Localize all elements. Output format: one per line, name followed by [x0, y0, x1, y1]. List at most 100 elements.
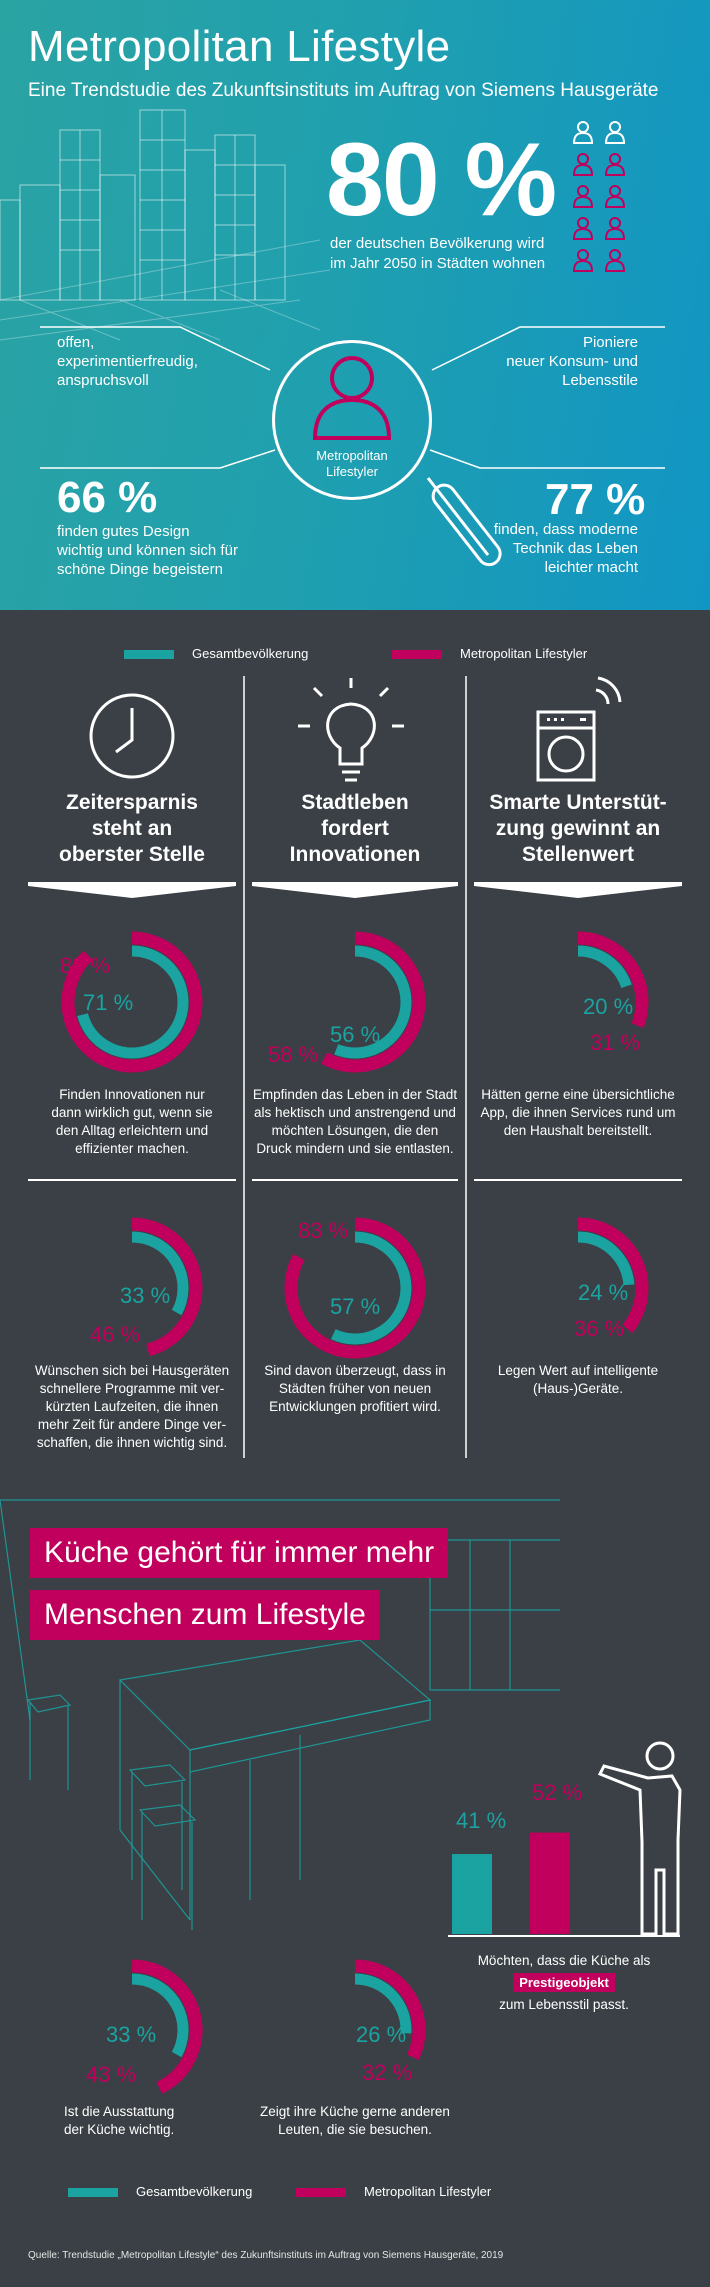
trait-right-line: Lebensstile — [562, 372, 638, 389]
stat-6-magenta-label: 36 % — [574, 1316, 625, 1341]
desc-line: Druck mindern und sie entlasten. — [256, 1141, 454, 1156]
stat-4-magenta-arc — [131, 1217, 203, 1357]
design-stat-value: 66 % — [57, 473, 158, 522]
urban-stat-value: 80 % — [326, 122, 557, 238]
stat-1-magenta-arc — [61, 931, 203, 1073]
trait-right-line: Pioniere — [582, 334, 638, 351]
desc-line: schaffen, die ihnen wichtig sind. — [36, 1435, 228, 1450]
stat-3-description: Hätten gerne eine übersichtliche App, die… — [470, 1086, 686, 1140]
heading-line: Stadtleben — [301, 791, 409, 814]
kitchen-stat-2-magenta-arc — [354, 1959, 426, 2061]
trait-left: offen, experimentierfreudig, anspruchsvo… — [57, 333, 198, 390]
person-mini-icon — [604, 217, 626, 240]
legend-label-magenta: Metropolitan Lifestyler — [364, 2184, 492, 2199]
desc-line: zum Lebensstil passt. — [499, 1997, 629, 2012]
desc-line: den Haushalt bereitstellt. — [503, 1123, 653, 1138]
tech-stat-line: leichter macht — [544, 559, 638, 576]
stat-2-teal-label: 56 % — [330, 1022, 381, 1047]
lightbulb-icon — [298, 678, 404, 782]
stat-6-teal-arc — [577, 1231, 635, 1286]
source-note: Quelle: Trendstudie „Metropolitan Lifest… — [28, 2250, 504, 2261]
bar-magenta-label: 52 % — [532, 1780, 583, 1805]
desc-line: Möchten, dass die Küche als — [477, 1953, 651, 1968]
people-icon-grid — [572, 121, 626, 272]
desc-line: dann wirklich gut, wenn sie — [51, 1105, 213, 1120]
urban-stat-text: der deutschen Bevölkerung wird im Jahr 2… — [330, 235, 546, 272]
kitchen-stat-2-description: Zeigt ihre Küche gerne anderen Leuten, di… — [250, 2103, 460, 2139]
tech-stat-text: finden, dass moderne Technik das Leben l… — [470, 520, 638, 577]
desc-line: als hektisch und anstrengend und — [254, 1105, 456, 1120]
stat-2-magenta-label: 58 % — [268, 1042, 319, 1067]
trait-left-line: offen, — [57, 334, 95, 351]
kitchen-stat-1-magenta-arc — [131, 1959, 203, 2094]
column-heading-city: Stadtleben fordert Innovationen — [252, 790, 458, 868]
legend-swatch-teal — [124, 650, 174, 660]
bar-teal-label: 41 % — [456, 1808, 507, 1833]
tech-stat-value: 77 % — [545, 475, 646, 524]
stat-4-description: Wünschen sich bei Hausgeräten schnellere … — [24, 1362, 240, 1452]
persona-label-line2: Lifestyler — [325, 464, 379, 479]
stat-6-magenta-arc — [577, 1217, 649, 1333]
kitchen-stat-1-magenta-label: 43 % — [86, 2062, 137, 2087]
desc-line: Finden Innovationen nur — [59, 1087, 205, 1102]
desc-line: Hätten gerne eine übersichtliche — [481, 1087, 675, 1102]
person-mini-icon — [572, 217, 594, 240]
design-stat-text: finden gutes Design wichtig und können s… — [57, 522, 257, 579]
desc-line: möchten Lösungen, die den — [271, 1123, 439, 1138]
stat-5-magenta-label: 83 % — [298, 1218, 349, 1243]
stat-5-teal-arc — [330, 1231, 412, 1345]
heading-line: fordert — [321, 817, 389, 840]
kitchen-stat-1-description: Ist die Ausstattung der Küche wichtig. — [26, 2103, 226, 2139]
kitchen-stat-1-teal-arc — [131, 1973, 189, 2058]
desc-line: Sind davon überzeugt, dass in — [264, 1363, 446, 1378]
stat-5-magenta-arc — [284, 1217, 426, 1359]
design-stat-line: wichtig und können sich für — [57, 542, 238, 559]
prestige-badge: Prestigeobjekt — [513, 1973, 615, 1992]
stat-2-magenta-arc — [321, 931, 426, 1073]
stat-3-teal-arc — [577, 945, 632, 989]
desc-line: Leuten, die sie besuchen. — [278, 2122, 432, 2137]
person-mini-icon — [604, 185, 626, 208]
person-mini-icon — [604, 249, 626, 272]
column-heading-time: Zeitersparnis steht an oberster Stelle — [28, 790, 236, 868]
stat-4-magenta-label: 46 % — [90, 1322, 141, 1347]
trait-left-line: anspruchsvoll — [57, 372, 149, 389]
design-stat-line: finden gutes Design — [57, 523, 190, 540]
desc-line: mehr Zeit für andere Dinge ver- — [37, 1417, 227, 1432]
desc-line: schnellere Programme mit ver- — [39, 1381, 225, 1396]
desc-line: Empfinden das Leben in der Stadt — [252, 1087, 458, 1102]
desc-line: Zeigt ihre Küche gerne anderen — [260, 2104, 450, 2119]
persona-label-line1: Metropolitan — [316, 448, 388, 463]
legend-lifestyler: Metropolitan Lifestyler — [392, 646, 587, 661]
heading-line: Smarte Unterstüt- — [489, 791, 667, 814]
stat-1-teal-arc — [77, 945, 189, 1059]
persona-circle — [272, 340, 432, 500]
pointing-person-icon — [597, 1741, 682, 1936]
desc-line: effizienter machen. — [75, 1141, 189, 1156]
design-stat-line: schöne Dinge begeistern — [57, 561, 223, 578]
trait-right: Pioniere neuer Konsum- und Lebensstile — [470, 333, 638, 390]
person-mini-icon — [572, 121, 594, 144]
bar-magenta — [530, 1832, 570, 1934]
trait-left-line: experimentierfreudig, — [57, 353, 198, 370]
persona-label: Metropolitan Lifestyler — [272, 448, 432, 480]
stat-5-description: Sind davon überzeugt, dass in Städten frü… — [252, 1362, 458, 1416]
person-mini-icon — [604, 121, 626, 144]
legend-label-magenta: Metropolitan Lifestyler — [460, 646, 588, 661]
page-title: Metropolitan Lifestyle — [28, 22, 451, 71]
stat-5-teal-label: 57 % — [330, 1294, 381, 1319]
legend-swatch-magenta — [392, 650, 442, 660]
desc-line: Wünschen sich bei Hausgeräten — [34, 1363, 230, 1378]
desc-line: App, die ihnen Services rund um — [480, 1105, 676, 1120]
stat-2-teal-arc — [334, 945, 412, 1059]
prestige-bar-chart — [452, 1832, 570, 1934]
legend-lifestyler-bottom: Metropolitan Lifestyler — [296, 2184, 491, 2199]
desc-line: Ist die Ausstattung — [64, 2104, 175, 2119]
kitchen-stat-2-magenta-label: 32 % — [362, 2060, 413, 2085]
desc-line: kürzten Laufzeiten, die ihnen — [45, 1399, 219, 1414]
stat-4-teal-label: 33 % — [120, 1283, 171, 1308]
desc-line: der Küche wichtig. — [64, 2122, 175, 2137]
stat-3-magenta-label: 31 % — [590, 1030, 641, 1055]
stat-3-magenta-arc — [577, 931, 649, 1028]
